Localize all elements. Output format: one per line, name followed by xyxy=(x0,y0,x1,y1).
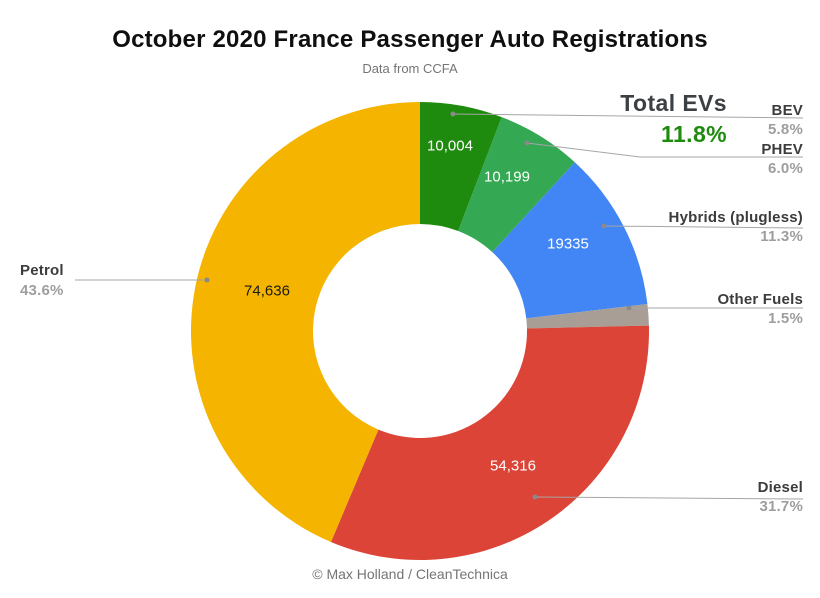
leader-line-bev xyxy=(452,113,804,119)
chart-subtitle: Data from CCFA xyxy=(362,61,458,76)
slice-label-petrol: Petrol xyxy=(20,262,64,279)
slice-other-fuels[interactable] xyxy=(526,304,649,329)
slice-phev[interactable] xyxy=(458,117,575,253)
callout-petrol: Petrol 43.6% xyxy=(20,261,64,301)
callout-other-fuels: Other Fuels 1.5% xyxy=(717,290,803,328)
leader-dot-phev xyxy=(524,140,530,146)
slice-label-diesel: Diesel xyxy=(757,479,803,496)
slice-value-petrol: 74,636 xyxy=(244,282,290,300)
leader-line-diesel xyxy=(534,496,804,500)
callout-diesel: Diesel 31.7% xyxy=(758,478,803,516)
callout-bev: BEV 5.8% xyxy=(768,101,803,139)
chart-title: October 2020 France Passenger Auto Regis… xyxy=(112,26,708,53)
slice-pct-petrol: 43.6% xyxy=(20,282,64,299)
slice-pct-hybrids: 11.3% xyxy=(760,228,803,245)
credit-text: © Max Holland / CleanTechnica xyxy=(312,566,508,582)
slice-petrol[interactable] xyxy=(190,102,420,542)
slice-value-diesel: 54,316 xyxy=(490,457,536,475)
slice-pct-diesel: 31.7% xyxy=(759,498,803,515)
total-evs-value: 11.8% xyxy=(661,121,727,147)
leader-dot-petrol xyxy=(204,277,210,283)
slice-diesel[interactable] xyxy=(330,325,650,561)
slice-label-phev: PHEV xyxy=(761,141,803,158)
leader-dot-diesel xyxy=(532,494,538,500)
leader-line-hybrids-plugless xyxy=(603,225,804,229)
total-evs-annotation: Total EVs 11.8% xyxy=(620,88,727,150)
slice-bev[interactable] xyxy=(420,102,502,232)
slice-value-bev: 10,004 xyxy=(427,137,473,155)
slice-label-hybrids: Hybrids (plugless) xyxy=(668,209,803,226)
slice-label-bev: BEV xyxy=(771,102,803,119)
slice-value-hybrids: 19335 xyxy=(547,235,589,253)
slice-pct-phev: 6.0% xyxy=(768,160,803,177)
callout-hybrids: Hybrids (plugless) 11.3% xyxy=(669,208,803,246)
total-evs-label: Total EVs xyxy=(620,90,727,116)
slice-value-phev: 10,199 xyxy=(484,168,530,186)
leader-dot-other-fuels xyxy=(626,305,632,311)
slice-pct-bev: 5.8% xyxy=(768,121,803,138)
slice-label-other-fuels: Other Fuels xyxy=(717,291,803,308)
leader-line-phev xyxy=(526,142,803,158)
leader-dot-hybrids-plugless xyxy=(601,223,607,229)
slice-pct-other-fuels: 1.5% xyxy=(768,310,803,327)
slice-hybrids-plugless[interactable] xyxy=(492,162,648,319)
leader-dot-bev xyxy=(450,111,456,117)
callout-phev: PHEV 6.0% xyxy=(761,140,803,178)
